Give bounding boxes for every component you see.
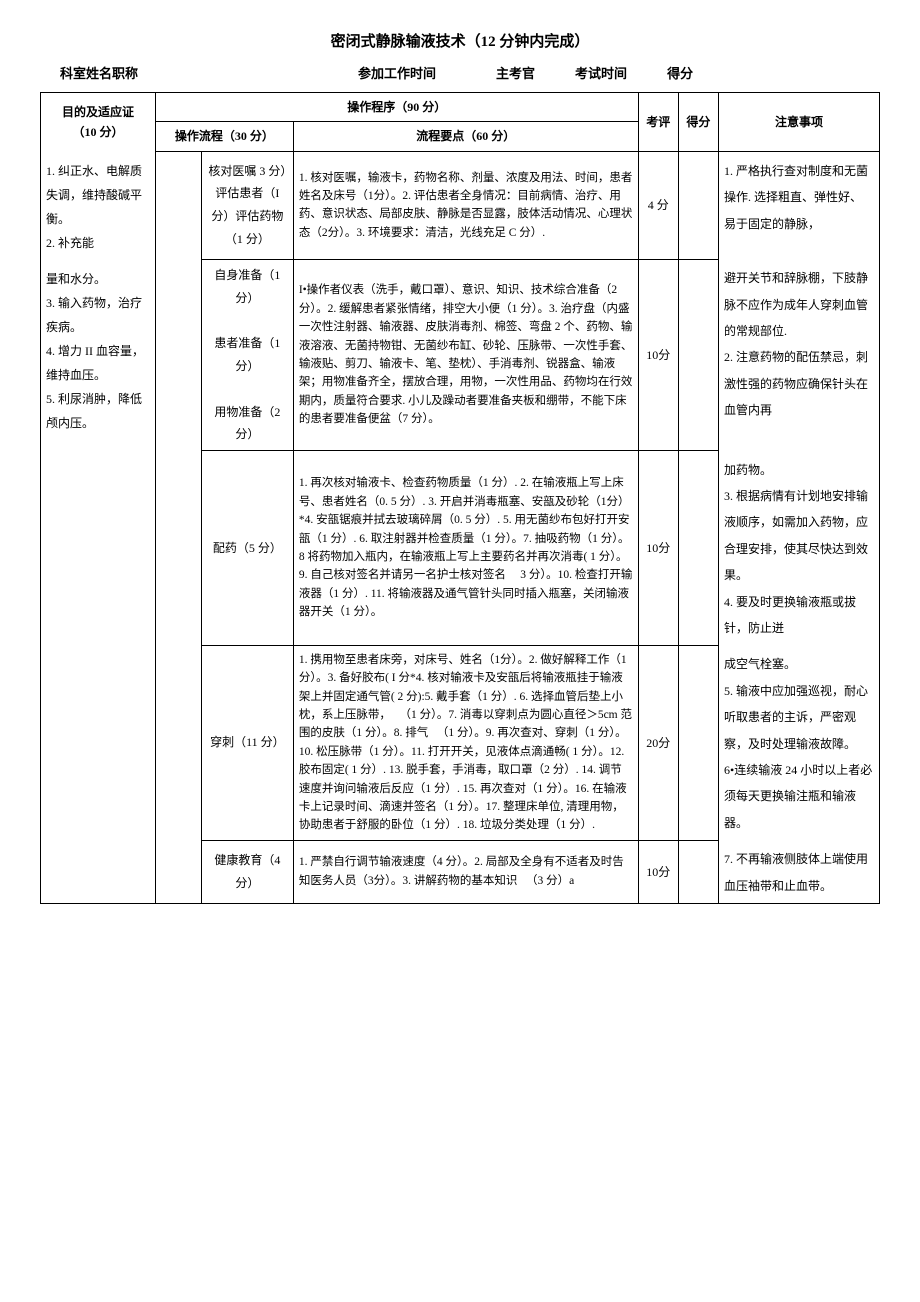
key-r4: 1. 携用物至患者床旁，对床号、姓名（1分）。2. 做好解释工作（1 分）。3.… — [293, 645, 638, 840]
eval-r2-score: 10分 — [638, 259, 678, 450]
notes-4: 成空气栓塞。 5. 输液中应加强巡视，耐心听取患者的主诉，严密观察，及时处理输液… — [719, 645, 880, 840]
th-score: 得分 — [678, 93, 718, 152]
eval-r5-score: 10分 — [638, 840, 678, 903]
notes-2: 避开关节和辞脉棚，下肢静脉不应作为成年人穿刺血管的常规部位. 2. 注意药物的配… — [719, 259, 880, 450]
header-examiner: 主考官 — [496, 63, 535, 82]
flow-r5: 健康教育（4 分） — [201, 840, 293, 903]
flow-r3: 配药（5 分） — [201, 451, 293, 646]
key-r2: I•操作者仪表（洗手，戴口罩）、意识、知识、技术综合准备（2 分）。2. 缓解患… — [293, 259, 638, 450]
th-keypoints: 流程要点（60 分） — [293, 122, 638, 151]
th-procedure: 操作程序（90 分） — [155, 93, 638, 122]
key-r5: 1. 严禁自行调节输液速度（4 分）。2. 局部及全身有不适者及时告知医务人员（… — [293, 840, 638, 903]
score-r3 — [678, 451, 718, 646]
header-score: 得分 — [667, 63, 693, 82]
header-dept: 科室姓名职称 — [60, 63, 138, 82]
score-r4 — [678, 645, 718, 840]
eval-r1-score: 4 分 — [638, 151, 678, 259]
flow-merge-col — [155, 151, 201, 903]
eval-r4-score: 20分 — [638, 645, 678, 840]
th-notes: 注意事项 — [719, 93, 880, 152]
flow-r2: 自身准备（1分） 患者准备（1 分） 用物准备（2 分） — [201, 259, 293, 450]
eval-r3-score: 10分 — [638, 451, 678, 646]
key-r3: 1. 再次核对输液卡、检查药物质量（1 分）. 2. 在输液瓶上写上床号、患者姓… — [293, 451, 638, 646]
assessment-table: 目的及适应证 （10 分） 操作程序（90 分） 考评 得分 注意事项 操作流程… — [40, 92, 880, 904]
header-worktime: 参加工作时间 — [358, 63, 436, 82]
purpose-cell-2: 量和水分。 3. 输入药物，治疗疾病。 4. 增力 II 血容量，维持血压。 5… — [41, 259, 156, 903]
th-flow: 操作流程（30 分） — [155, 122, 293, 151]
notes-5: 7. 不再输液侧肢体上端使用血压袖带和止血带。 — [719, 840, 880, 903]
page-title: 密闭式静脉输液技术（12 分钟内完成） — [40, 30, 880, 51]
flow-r4: 穿刺（11 分） — [201, 645, 293, 840]
th-eval: 考评 — [638, 93, 678, 152]
flow-r1: 核对医嘱 3 分）评估患者（I分）评估药物（1 分） — [201, 151, 293, 259]
notes-3: 加药物。 3. 根据病情有计划地安排输液顺序，如需加入药物，应合理安排，使其尽快… — [719, 451, 880, 646]
score-r2 — [678, 259, 718, 450]
key-r1: 1. 核对医嘱，输液卡，药物名称、剂量、浓度及用法、时间，患者姓名及床号（1分）… — [293, 151, 638, 259]
header-row: 科室姓名职称 参加工作时间 主考官 考试时间 得分 — [40, 63, 880, 82]
th-purpose: 目的及适应证 （10 分） — [41, 93, 156, 152]
header-examtime: 考试时间 — [575, 63, 627, 82]
score-r1 — [678, 151, 718, 259]
score-r5 — [678, 840, 718, 903]
purpose-cell-1: 1. 纠正水、电解质失调，维持酸碱平衡。 2. 补充能 — [41, 151, 156, 259]
notes-1: 1. 严格执行查对制度和无菌操作. 选择粗直、弹性好、易于固定的静脉， — [719, 151, 880, 259]
